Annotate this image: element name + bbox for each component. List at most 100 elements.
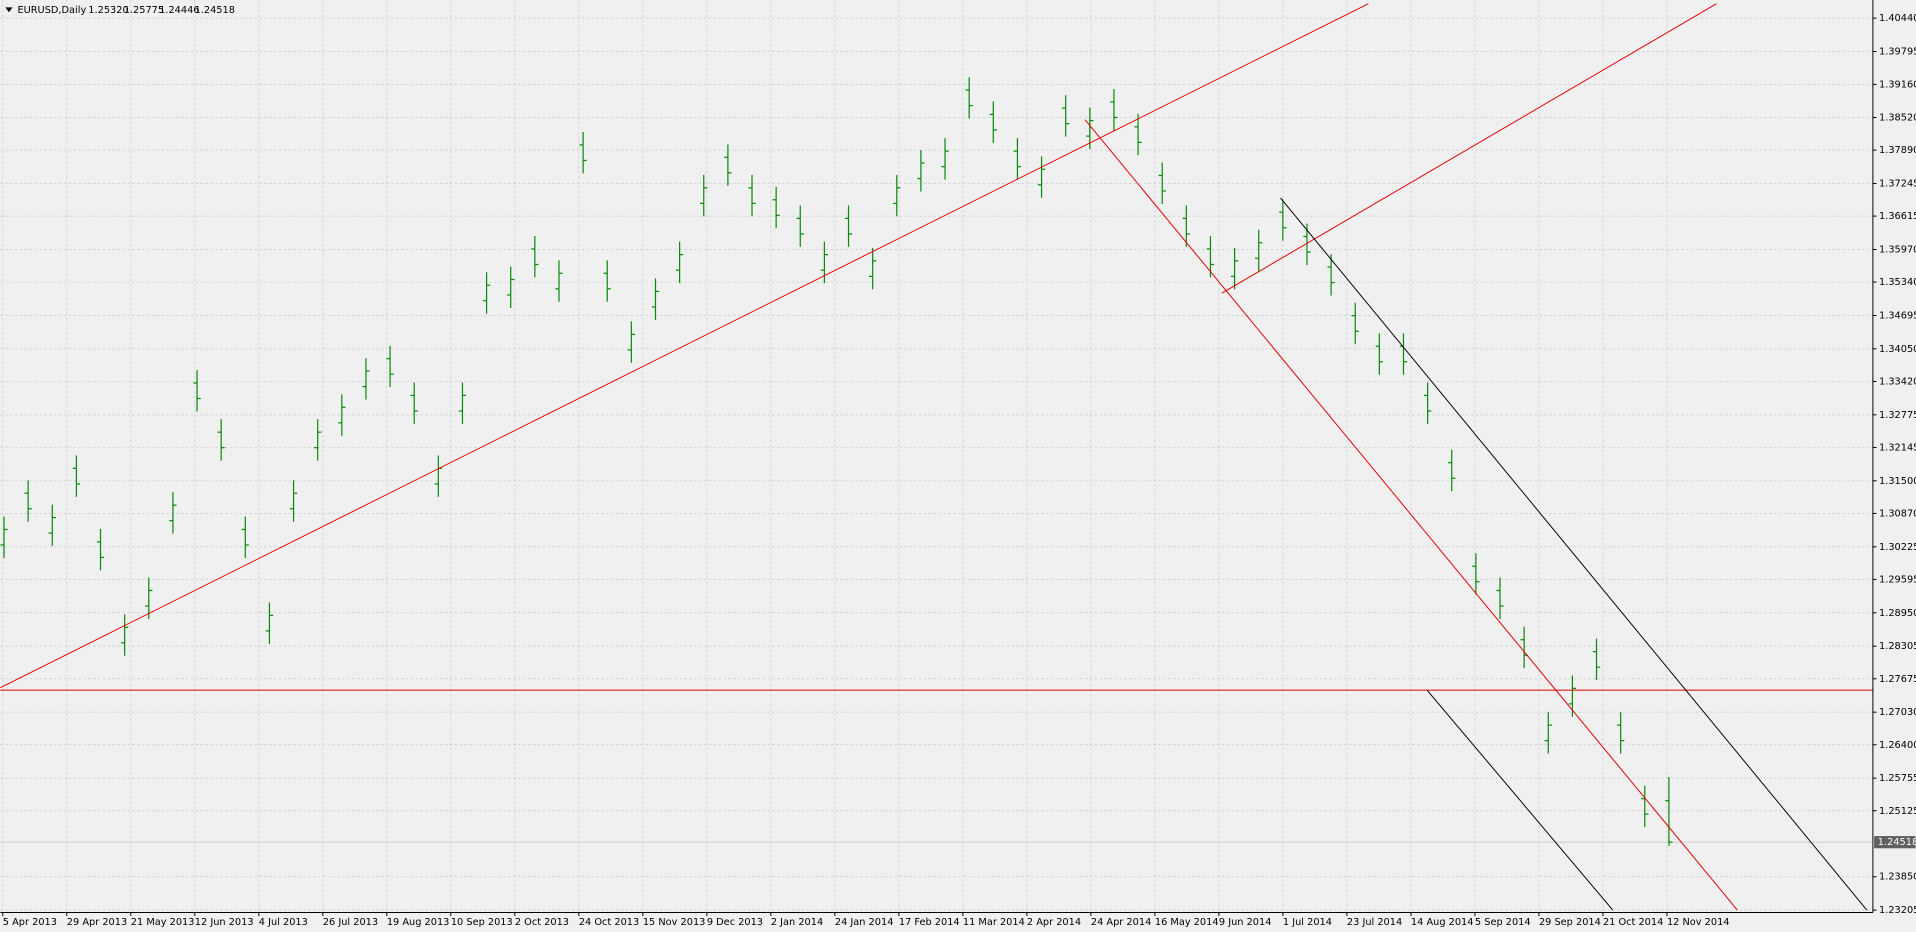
ohlc-bar xyxy=(893,174,901,217)
ohlc-bar xyxy=(917,150,925,192)
ohlc-bar xyxy=(675,241,684,284)
y-tick-label: 1.30225 xyxy=(1879,542,1916,553)
trend-line xyxy=(1084,119,1738,911)
header-icon xyxy=(5,7,13,13)
x-tick-label: 2 Jan 2014 xyxy=(771,917,823,928)
y-tick-label: 1.32775 xyxy=(1879,410,1916,421)
ohlc-bar xyxy=(265,602,274,644)
channel-line xyxy=(1280,197,1868,911)
x-tick-label: 15 Nov 2013 xyxy=(643,917,706,928)
ohlc-bar xyxy=(507,266,515,308)
ohlc-bar xyxy=(796,205,804,247)
y-tick-label: 1.30870 xyxy=(1879,508,1916,519)
x-tick-label: 21 May 2013 xyxy=(131,917,195,928)
y-tick-label: 1.33420 xyxy=(1879,376,1916,387)
x-tick-label: 16 May 2014 xyxy=(1155,917,1219,928)
current-price-box xyxy=(1874,836,1916,849)
y-tick-label: 1.40440 xyxy=(1879,13,1916,24)
ohlc-bar xyxy=(338,394,346,436)
ohlc-bar xyxy=(772,186,780,229)
ohlc-bar xyxy=(1375,333,1384,375)
chart-header: EURUSD,Daily 1.25320 1.25775 1.24446 1.2… xyxy=(5,5,235,16)
ohlc-bar xyxy=(531,236,539,278)
ohlc-bar xyxy=(651,278,660,320)
ohlc-bar xyxy=(72,455,81,497)
ohlc-bar xyxy=(603,260,611,302)
ohlc-bar xyxy=(1158,162,1166,204)
ohlc-bar xyxy=(1544,712,1552,754)
y-tick-label: 1.31500 xyxy=(1879,476,1916,487)
ohlc-bar xyxy=(169,492,177,534)
y-tick-label: 1.26400 xyxy=(1879,740,1916,751)
ohlc-bar xyxy=(24,480,32,522)
ohlc-bar xyxy=(96,528,105,571)
ohlc-bar xyxy=(241,516,249,558)
ohlc-bar xyxy=(1182,205,1190,247)
high-label: 1.25775 xyxy=(124,5,164,16)
y-tick-label: 1.23850 xyxy=(1879,872,1916,883)
x-tick-label: 24 Jan 2014 xyxy=(835,917,894,928)
ohlc-bar xyxy=(989,101,997,143)
ohlc-bar xyxy=(1423,382,1432,424)
y-tick-label: 1.35340 xyxy=(1879,277,1916,288)
ohlc-bar xyxy=(145,577,153,620)
x-tick-label: 2 Apr 2014 xyxy=(1027,917,1081,928)
x-tick-label: 24 Apr 2014 xyxy=(1091,917,1151,928)
ohlc-bar xyxy=(941,138,949,180)
y-tick-label: 1.29595 xyxy=(1879,574,1916,585)
y-tick-label: 1.35970 xyxy=(1879,244,1916,255)
ohlc-bar xyxy=(868,247,877,290)
ohlc-bar xyxy=(48,504,56,547)
x-tick-label: 9 Jun 2014 xyxy=(1219,917,1272,928)
x-tick-label: 5 Apr 2013 xyxy=(3,917,57,928)
ohlc-bar xyxy=(1086,107,1094,150)
y-tick-label: 1.27675 xyxy=(1879,674,1916,685)
x-tick-label: 12 Nov 2014 xyxy=(1667,917,1730,928)
y-tick-label: 1.28950 xyxy=(1879,608,1916,619)
bars xyxy=(0,77,1673,846)
ohlc-bar xyxy=(724,144,732,186)
y-tick-label: 1.36615 xyxy=(1879,211,1916,222)
ohlc-bar xyxy=(627,321,636,363)
ohlc-bar xyxy=(1496,577,1504,620)
x-tick-label: 2 Oct 2013 xyxy=(515,917,569,928)
grid xyxy=(0,0,1873,913)
ohlc-bar xyxy=(482,272,491,314)
ohlc-bar xyxy=(1255,229,1263,272)
ohlc-bar xyxy=(1616,712,1625,754)
ohlc-bar xyxy=(1472,553,1480,595)
ohlc-bar xyxy=(844,205,853,247)
ohlc-bar xyxy=(700,174,708,217)
ohlc-bar xyxy=(289,480,298,522)
y-tick-label: 1.34695 xyxy=(1879,310,1916,321)
trend-line xyxy=(0,3,1369,689)
ohlc-bar xyxy=(386,345,394,388)
ohlc-bar xyxy=(314,419,322,461)
channel-line xyxy=(1426,689,1614,911)
ohlc-bar xyxy=(1206,236,1215,278)
trend-line xyxy=(1221,3,1717,294)
x-tick-label: 17 Feb 2014 xyxy=(899,917,960,928)
ohlc-bar xyxy=(1230,247,1239,290)
ohlc-bar xyxy=(1641,785,1649,828)
open-label: 1.25320 xyxy=(88,5,128,16)
ohlc-bar xyxy=(1665,777,1673,846)
ohlc-bar xyxy=(120,614,129,656)
x-tick-label: 19 Aug 2013 xyxy=(387,917,450,928)
x-tick-label: 1 Jul 2014 xyxy=(1283,917,1332,928)
ohlc-bar xyxy=(1134,113,1142,156)
ohlc-bar xyxy=(579,131,587,174)
y-tick-label: 1.32145 xyxy=(1879,442,1916,453)
y-tick-label: 1.23205 xyxy=(1879,905,1916,916)
x-tick-label: 11 Mar 2014 xyxy=(963,917,1025,928)
ohlc-bar xyxy=(1279,199,1287,241)
x-tick-label: 24 Oct 2013 xyxy=(579,917,639,928)
x-tick-label: 5 Sep 2014 xyxy=(1475,917,1531,928)
y-tick-label: 1.38520 xyxy=(1879,112,1916,123)
ohlc-bar xyxy=(1037,156,1046,198)
x-tick-label: 29 Sep 2014 xyxy=(1539,917,1601,928)
y-tick-label: 1.28305 xyxy=(1879,641,1916,652)
